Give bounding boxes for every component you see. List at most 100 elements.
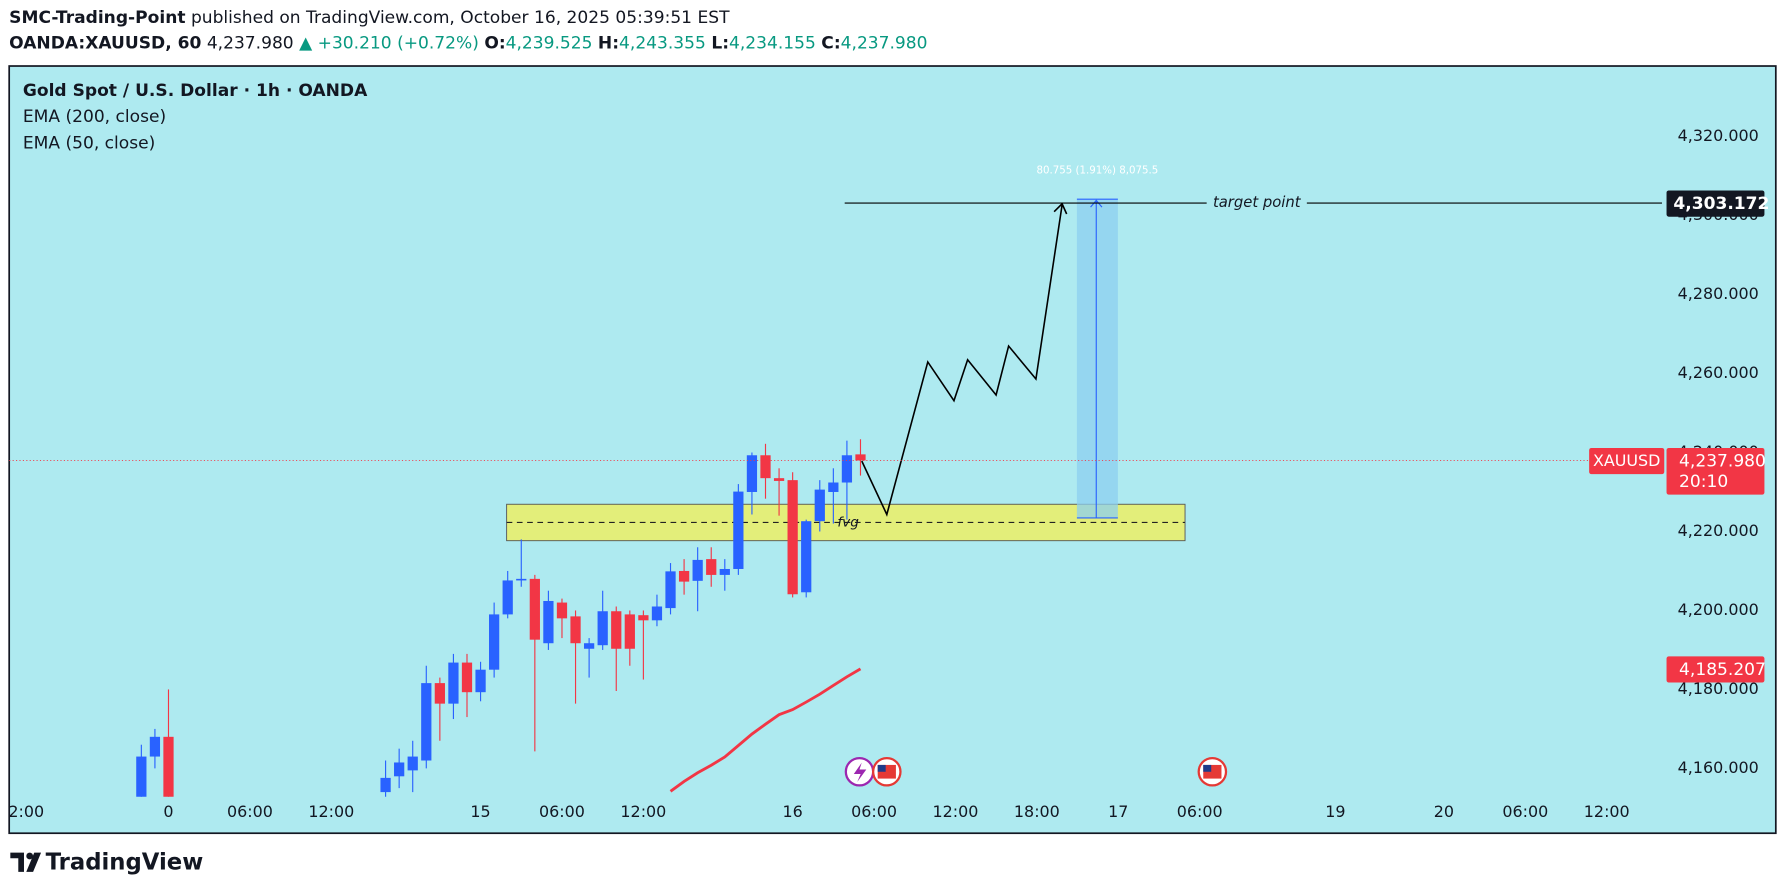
ohlc-value: 4,243.355 <box>619 33 706 53</box>
candle-body <box>583 643 595 649</box>
ema-line <box>669 667 862 793</box>
candle-body <box>529 578 540 640</box>
change: ▲ +30.210 (+0.72%) <box>299 33 479 53</box>
ema-badge-label: 4,185.207 <box>1679 660 1766 680</box>
y-tick-label: 4,160.000 <box>1678 758 1759 777</box>
candle-body <box>611 611 622 649</box>
candle-body <box>773 478 785 481</box>
candle-body <box>787 480 798 595</box>
measure-box <box>1076 199 1118 518</box>
header-line-2: OANDA:XAUUSD, 60 4,237.980 ▲ +30.210 (+0… <box>9 33 927 53</box>
x-tick-label: 20 <box>1434 802 1454 821</box>
target-label: target point <box>1213 194 1302 211</box>
brand: TradingView <box>46 849 204 875</box>
candle-body <box>163 736 174 797</box>
symbol-badge-label: XAUUSD <box>1593 451 1660 470</box>
candle-body <box>149 736 161 757</box>
ohlc-value: 4,234.155 <box>729 33 816 53</box>
candle-body <box>665 571 676 609</box>
x-tick-label: 12:00 <box>620 802 666 821</box>
x-tick-label: 12:00 <box>1584 802 1630 821</box>
ohlc-value: 4,239.525 <box>506 33 593 53</box>
candle-body <box>475 669 486 693</box>
candle-body <box>746 455 758 492</box>
x-tick-label: 06:00 <box>539 802 585 821</box>
chart-title: Gold Spot / U.S. Dollar · 1h · OANDA <box>23 81 368 101</box>
x-tick-label: 16 <box>783 802 803 821</box>
x-tick-label: 06:00 <box>227 802 273 821</box>
candle-body <box>448 662 459 704</box>
candle-body <box>556 602 568 619</box>
published: published on TradingView.com, October 16… <box>191 8 730 28</box>
candle-body <box>760 455 771 479</box>
candle-body <box>638 615 649 621</box>
header-line-1: SMC-Trading-Point published on TradingVi… <box>9 8 730 28</box>
projection-arrowhead <box>1053 202 1068 215</box>
candle-body <box>624 614 635 649</box>
candle-body <box>380 777 391 793</box>
chart-area <box>8 65 1777 835</box>
x-tick-label: 15 <box>470 802 490 821</box>
x-tick-label: 12:00 <box>933 802 979 821</box>
candle-body <box>706 559 717 575</box>
candle-body <box>407 756 418 771</box>
ema-badge <box>1666 656 1765 683</box>
candle-body <box>828 482 839 492</box>
event-icon-bolt <box>853 762 867 783</box>
candle-body <box>461 662 473 693</box>
symbol-badge <box>1589 447 1665 475</box>
candle-body <box>719 568 730 575</box>
y-tick-label: 4,200.000 <box>1678 600 1759 619</box>
candle-body <box>543 600 554 644</box>
indicator-legend: EMA (200, close) <box>23 107 166 127</box>
ohlc-key: H: <box>598 33 619 53</box>
candle-body <box>855 454 866 461</box>
symbol: OANDA:XAUUSD, 60 <box>9 33 201 53</box>
target-badge-label: 4,303.172 <box>1673 194 1769 214</box>
candle-body <box>678 570 690 582</box>
candle-body <box>421 683 432 761</box>
y-tick-label: 4,180.000 <box>1678 679 1759 698</box>
measure-label: 80.755 (1.91%) 8,075.5 <box>1036 165 1158 177</box>
candle-body <box>502 580 513 615</box>
y-tick-label: 4,220.000 <box>1678 521 1759 540</box>
countdown-label: 20:10 <box>1679 472 1728 492</box>
last-price: 4,237.980 <box>207 33 294 53</box>
candle-body <box>692 559 703 581</box>
candle-body <box>136 756 147 797</box>
x-tick-label: 06:00 <box>851 802 897 821</box>
candle-body <box>516 578 527 581</box>
measure-arrowhead <box>1090 199 1103 208</box>
x-tick-label: 0 <box>163 802 173 821</box>
ohlc-key: O: <box>484 33 505 53</box>
candle-body <box>489 614 500 670</box>
candle-body <box>434 683 445 704</box>
x-tick-label: 17 <box>1108 802 1128 821</box>
indicator-legend: EMA (50, close) <box>23 133 155 153</box>
ohlc-key: L: <box>711 33 729 53</box>
ohlc-key: C: <box>821 33 840 53</box>
candle-body <box>394 762 405 777</box>
event-flag <box>1203 764 1212 772</box>
x-tick-label: 06:00 <box>1177 802 1223 821</box>
projection-path <box>861 204 1063 517</box>
x-tick-label: 2:00 <box>8 802 44 821</box>
event-flag <box>877 764 886 772</box>
candle-body <box>801 521 812 593</box>
x-tick-label: 06:00 <box>1502 802 1548 821</box>
target-badge <box>1666 190 1765 217</box>
x-tick-label: 19 <box>1325 802 1345 821</box>
author: SMC-Trading-Point <box>9 8 185 28</box>
candle-body <box>651 606 663 621</box>
logo-dot <box>26 852 34 860</box>
candle-body <box>570 616 581 644</box>
candle-body <box>841 455 853 483</box>
price-badge-label: 4,237.980 <box>1679 452 1766 472</box>
candle-body <box>814 489 825 522</box>
y-tick-label: 4,320.000 <box>1678 126 1759 145</box>
fvg-label: fvg <box>837 514 859 530</box>
x-tick-label: 12:00 <box>308 802 354 821</box>
logo-mark <box>10 852 42 872</box>
price-badge <box>1666 447 1765 495</box>
